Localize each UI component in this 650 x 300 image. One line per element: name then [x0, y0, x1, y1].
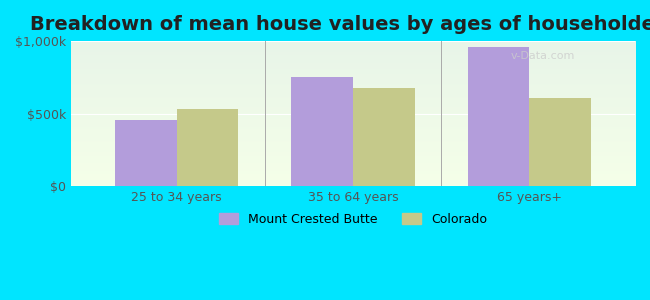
Bar	[177, 110, 239, 186]
Bar	[353, 88, 415, 186]
Bar	[529, 98, 591, 186]
Bar	[467, 47, 529, 186]
Bar	[115, 120, 177, 186]
Legend: Mount Crested Butte, Colorado: Mount Crested Butte, Colorado	[214, 208, 492, 231]
Text: v-Data.com: v-Data.com	[511, 50, 575, 61]
Bar	[291, 77, 353, 186]
Title: Breakdown of mean house values by ages of householders: Breakdown of mean house values by ages o…	[30, 15, 650, 34]
